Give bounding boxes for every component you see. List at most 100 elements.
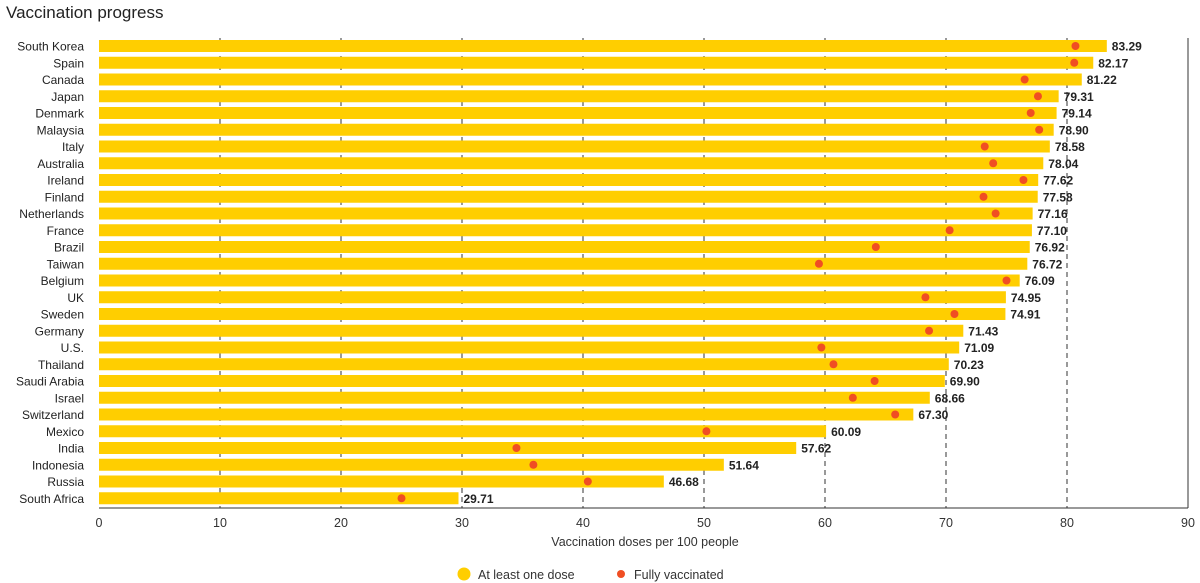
bar — [99, 140, 1050, 153]
legend-swatch-fully-vaccinated — [617, 570, 625, 578]
dot-marker — [979, 192, 988, 201]
data-label: 78.04 — [1048, 157, 1078, 171]
bar — [99, 241, 1030, 253]
category-label: Canada — [42, 73, 84, 87]
x-tick-label: 40 — [576, 516, 590, 530]
category-label: Australia — [37, 157, 84, 171]
x-tick-label: 50 — [697, 516, 711, 530]
data-label: 79.31 — [1064, 90, 1094, 104]
bar — [99, 458, 724, 471]
x-tick-label: 20 — [334, 516, 348, 530]
bar — [99, 257, 1028, 270]
category-label: Japan — [51, 90, 84, 104]
dot-marker — [945, 226, 954, 235]
data-label: 76.72 — [1032, 257, 1062, 271]
data-label: 77.62 — [1043, 174, 1073, 188]
data-label: 74.95 — [1011, 291, 1041, 305]
category-label: Saudi Arabia — [16, 375, 84, 389]
x-tick-label: 0 — [96, 516, 103, 530]
category-label: Finland — [45, 190, 84, 204]
bar — [99, 274, 1020, 287]
dot-marker — [921, 293, 930, 302]
category-label: South Africa — [19, 492, 84, 506]
data-label: 71.43 — [968, 324, 998, 338]
dot-marker — [980, 142, 989, 151]
category-label: Taiwan — [47, 257, 84, 271]
data-label: 29.71 — [463, 492, 493, 506]
category-label: Ireland — [47, 174, 84, 188]
dot-marker — [1019, 176, 1028, 184]
category-label: Brazil — [54, 241, 84, 255]
bar — [99, 224, 1032, 237]
data-label: 67.30 — [918, 408, 948, 422]
data-label: 78.90 — [1059, 123, 1089, 137]
bar — [99, 207, 1033, 220]
bar — [99, 291, 1006, 304]
category-label: France — [47, 224, 85, 238]
chart-title: Vaccination progress — [6, 3, 164, 22]
x-tick-label: 90 — [1181, 516, 1195, 530]
category-label: Sweden — [41, 308, 84, 322]
category-label: Russia — [47, 475, 84, 489]
data-label: 51.64 — [729, 458, 759, 472]
dot-marker — [529, 460, 538, 469]
data-label: 82.17 — [1098, 56, 1128, 70]
category-label: Denmark — [35, 107, 85, 121]
data-label: 79.14 — [1062, 107, 1092, 121]
bar — [99, 391, 930, 404]
category-label: Switzerland — [22, 408, 84, 422]
dot-marker — [1026, 109, 1035, 117]
dot-marker — [871, 243, 880, 251]
x-tick-label: 80 — [1060, 516, 1074, 530]
category-label: Spain — [53, 56, 84, 70]
data-label: 76.92 — [1035, 241, 1065, 255]
bar — [99, 308, 1006, 320]
category-label: India — [58, 442, 84, 456]
category-label: Mexico — [46, 425, 84, 439]
dot-marker — [1020, 75, 1029, 84]
bar — [99, 425, 827, 438]
bar — [99, 341, 960, 354]
data-label: 69.90 — [950, 375, 980, 389]
data-label: 70.23 — [954, 358, 984, 372]
category-label: Belgium — [41, 274, 84, 288]
category-label: Netherlands — [19, 207, 84, 221]
bar — [99, 107, 1057, 119]
category-label: Malaysia — [37, 123, 85, 137]
dot-marker — [1035, 125, 1044, 134]
data-label: 77.16 — [1038, 207, 1068, 221]
dot-marker — [702, 427, 711, 436]
dot-marker — [925, 326, 934, 335]
dot-marker — [991, 209, 1000, 218]
bar — [99, 56, 1094, 69]
bar — [99, 174, 1039, 186]
dot-marker — [1070, 58, 1079, 67]
category-label: Thailand — [38, 358, 84, 372]
bar — [99, 442, 797, 454]
category-label: Israel — [55, 391, 84, 405]
bar — [99, 408, 914, 421]
bar — [99, 324, 964, 337]
dot-marker — [891, 410, 900, 419]
dot-marker — [1033, 92, 1042, 101]
bar — [99, 40, 1107, 52]
dot-marker — [848, 393, 857, 402]
bar — [99, 157, 1044, 170]
dot-marker — [814, 259, 823, 268]
data-label: 77.58 — [1043, 190, 1073, 204]
category-label: South Korea — [17, 40, 84, 54]
bar — [99, 73, 1082, 86]
bar — [99, 375, 945, 387]
category-label: Italy — [62, 140, 84, 154]
category-label: U.S. — [61, 341, 84, 355]
data-label: 46.68 — [669, 475, 699, 489]
data-label: 78.58 — [1055, 140, 1085, 154]
data-label: 81.22 — [1087, 73, 1117, 87]
data-label: 71.09 — [964, 341, 994, 355]
dot-marker — [397, 494, 406, 503]
dot-marker — [989, 159, 998, 168]
x-tick-label: 30 — [455, 516, 469, 530]
dot-marker — [512, 444, 521, 452]
category-label: Germany — [35, 324, 84, 338]
